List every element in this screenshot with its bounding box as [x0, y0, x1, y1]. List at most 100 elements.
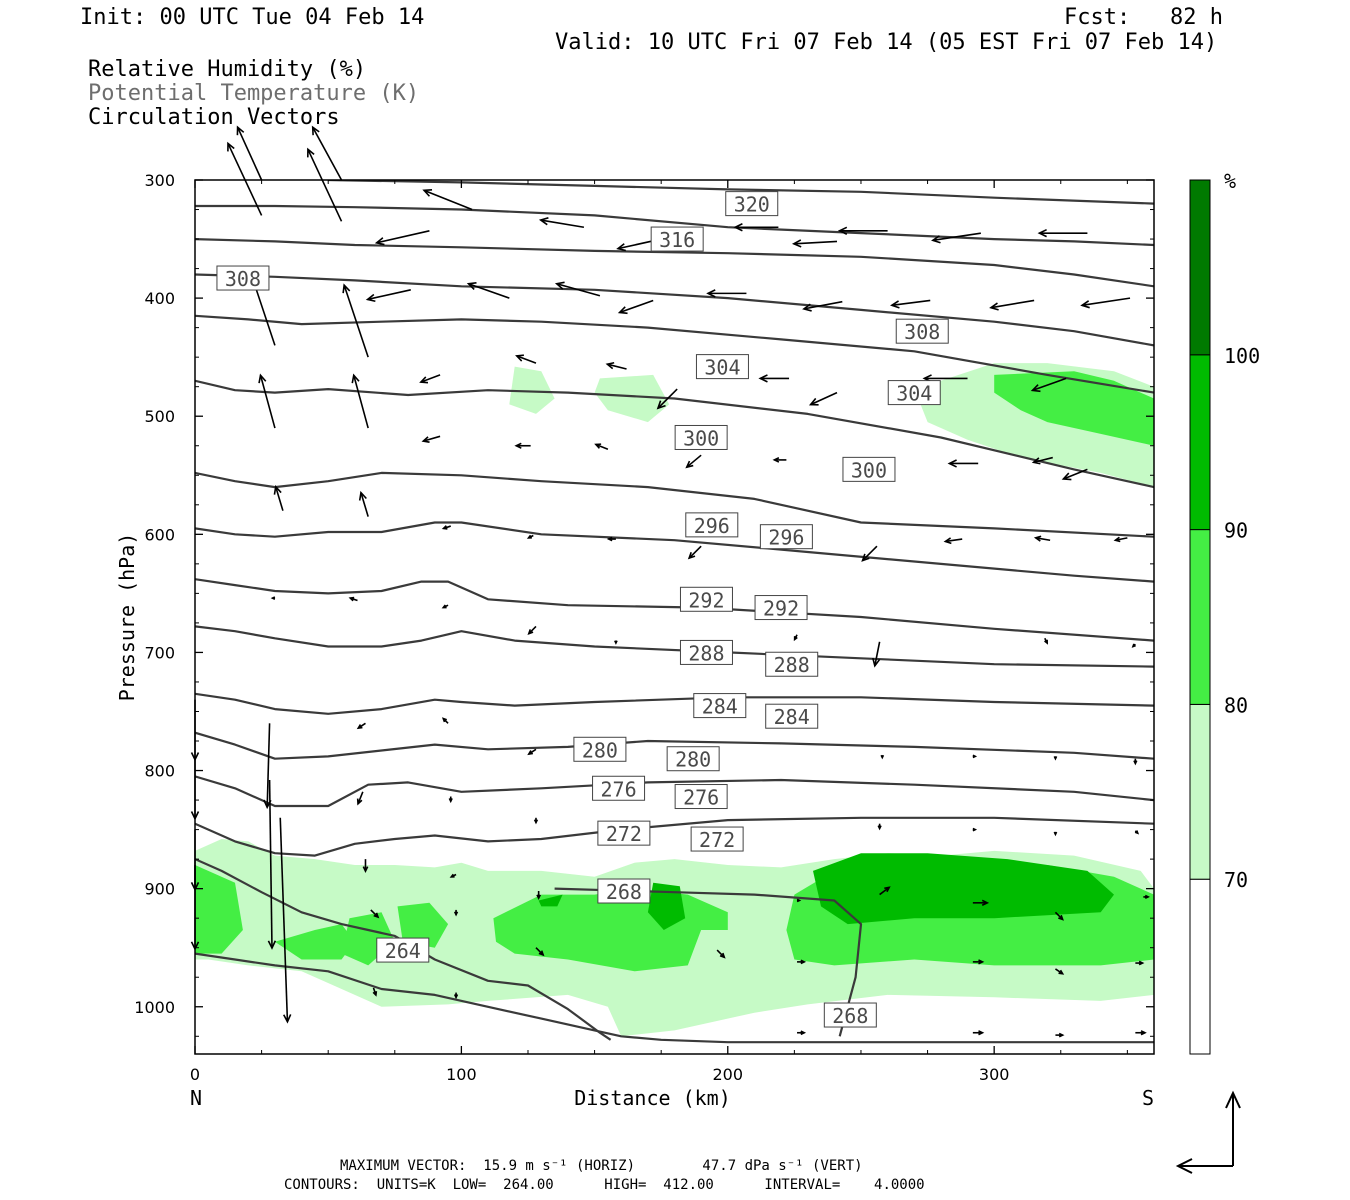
- vector-shaft: [874, 641, 881, 666]
- isentrope-304: [195, 379, 1154, 489]
- colorbar-label: 90: [1224, 519, 1248, 543]
- vector-head: [1058, 1032, 1065, 1038]
- vector-head: [356, 724, 363, 730]
- contour-label: 304: [704, 356, 740, 380]
- vector-head: [947, 459, 957, 468]
- vector-shaft: [879, 886, 890, 896]
- vector-head: [837, 226, 848, 235]
- vector-head: [374, 237, 385, 246]
- contour-label: 308: [225, 267, 261, 291]
- isentrope-276: [195, 775, 1154, 808]
- vector-head: [872, 657, 881, 668]
- isentrope-280: [195, 731, 1154, 760]
- vector-head: [351, 373, 360, 384]
- vector-head: [372, 991, 378, 997]
- vector-shaft: [360, 492, 369, 517]
- contour-label: 316: [659, 228, 695, 252]
- vector-head: [453, 911, 459, 917]
- isentrope-268: [195, 858, 612, 1041]
- vector-shaft: [367, 289, 411, 301]
- colorbar: 70 80 90 100%: [1189, 169, 1260, 1055]
- vector-shaft: [891, 299, 931, 307]
- contour-label-box: [895, 318, 949, 344]
- isentrope-296: [195, 521, 1154, 583]
- x-tick-label: 100: [446, 1065, 477, 1084]
- vector-head: [687, 551, 696, 560]
- isentrope-316: [195, 238, 1154, 288]
- vector-head: [536, 894, 542, 901]
- vector-head: [884, 886, 891, 893]
- vector-head: [943, 537, 952, 545]
- vector-shaft: [932, 232, 981, 242]
- vector-head: [1061, 472, 1072, 481]
- vector-head: [1044, 639, 1048, 645]
- contour-label-box: [823, 1002, 877, 1028]
- vector-shaft: [945, 538, 963, 543]
- colorbar-segment: [1189, 878, 1211, 1055]
- isentrope-312: [195, 273, 1154, 347]
- legend-rh: Relative Humidity (%): [88, 57, 367, 82]
- contour-label: 276: [600, 777, 636, 801]
- contour-label: 300: [683, 426, 719, 450]
- vector-head: [802, 303, 812, 312]
- contour-label: 276: [683, 786, 719, 810]
- vector-head: [362, 866, 369, 873]
- contours-note: CONTOURS: UNITS=K LOW= 264.00 HIGH= 412.…: [284, 1177, 925, 1193]
- contour-label: 308: [904, 320, 940, 344]
- max-vector-note: MAXIMUM VECTOR: 15.9 m s⁻¹ (HORIZ) 47.7 …: [340, 1158, 863, 1174]
- vector-head: [861, 553, 870, 562]
- vector-head: [365, 293, 376, 303]
- contour-label: 296: [694, 514, 730, 538]
- contour-label-box: [666, 746, 720, 772]
- contour-label: 268: [832, 1004, 868, 1028]
- rh-region-70: [594, 374, 670, 423]
- vector-head: [890, 300, 900, 309]
- vector-head: [1113, 536, 1121, 543]
- contour-label-box: [765, 651, 819, 677]
- vector-shaft: [1081, 297, 1131, 307]
- vector-head: [358, 490, 367, 501]
- vector-head: [989, 302, 999, 311]
- vector-shaft: [312, 126, 343, 181]
- contour-label-box: [842, 456, 896, 482]
- contour-label: 296: [768, 526, 804, 550]
- colorbar-segment: [1189, 179, 1211, 356]
- vector-head: [1058, 914, 1064, 921]
- vector-head: [880, 754, 885, 760]
- vector-head: [538, 950, 545, 957]
- vector-head: [453, 994, 459, 1000]
- isentrope-308: [195, 314, 1154, 394]
- vector-head: [538, 217, 549, 226]
- contour-label-box: [759, 524, 813, 550]
- rh-region-90: [538, 894, 563, 907]
- vector-head: [685, 460, 694, 469]
- vector-shaft: [595, 443, 609, 451]
- vector-shaft: [274, 486, 284, 511]
- reference-arrows: [1175, 1090, 1241, 1174]
- contour-label-box: [725, 191, 779, 217]
- contour-label-box: [693, 693, 747, 719]
- vector-shaft: [810, 391, 838, 406]
- contour-label-box: [674, 784, 728, 810]
- colorbar-label: 100: [1224, 344, 1260, 368]
- vector-head: [877, 825, 882, 831]
- contour-label: 272: [699, 828, 735, 852]
- vector-head: [1053, 831, 1058, 837]
- vector-head: [1138, 960, 1145, 966]
- colorbar-label: 70: [1224, 868, 1248, 892]
- vector-head: [800, 959, 807, 965]
- vector-head: [1134, 830, 1140, 835]
- vector-shaft: [1032, 377, 1067, 392]
- isentrope-268: [554, 887, 863, 1037]
- vector-shaft: [607, 363, 627, 370]
- vector-shaft: [423, 435, 441, 442]
- vector-head: [1033, 535, 1042, 542]
- vector-head: [972, 754, 978, 759]
- isentrope-300: [195, 471, 1154, 538]
- vector-head: [796, 898, 802, 903]
- vector-shaft: [619, 299, 654, 314]
- vector-shaft: [686, 454, 702, 468]
- vector-head: [419, 376, 429, 384]
- isentrope-288: [195, 625, 1154, 668]
